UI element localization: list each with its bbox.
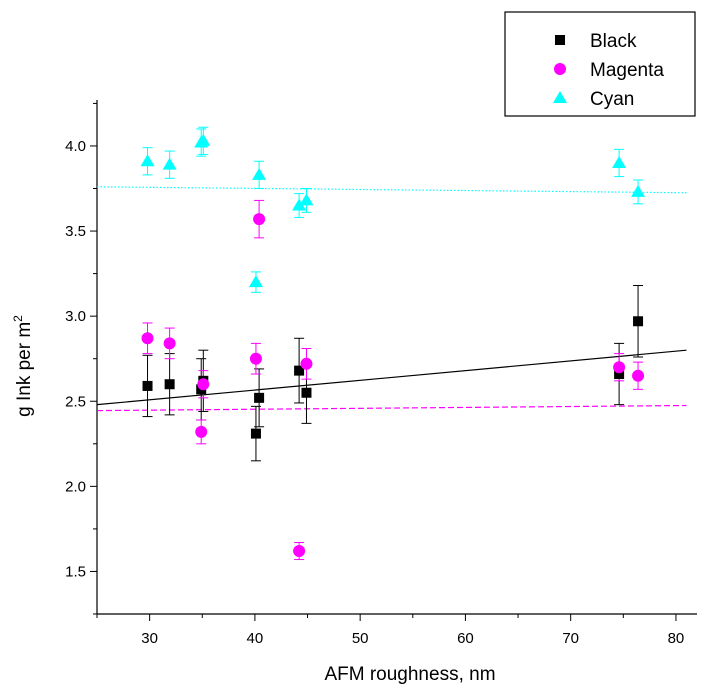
y-axis-label-superscript: 2 xyxy=(11,315,25,322)
data-point-magenta xyxy=(197,378,210,391)
y-tick-label: 3.0 xyxy=(65,308,86,325)
fit-line-cyan xyxy=(96,186,687,194)
data-point-magenta xyxy=(300,357,313,370)
data-point-cyan xyxy=(631,184,646,197)
legend-label-magenta: Magenta xyxy=(590,60,664,81)
y-tick-label: 2.0 xyxy=(65,478,86,495)
legend-label-cyan: Cyan xyxy=(590,89,634,110)
data-point-black xyxy=(301,387,312,398)
axes xyxy=(96,100,697,615)
data-point-black xyxy=(294,365,305,376)
y-tick-label: 3.5 xyxy=(65,223,86,240)
data-point-cyan xyxy=(612,155,627,168)
y-tick-label: 4.0 xyxy=(65,138,86,155)
data-point-black xyxy=(633,316,644,327)
data-points xyxy=(140,133,646,558)
y-tick-label: 1.5 xyxy=(65,563,86,580)
data-point-magenta xyxy=(249,352,262,365)
x-tick-label: 50 xyxy=(352,630,369,647)
data-point-cyan xyxy=(140,154,155,167)
x-tick-label: 60 xyxy=(457,630,474,647)
data-point-magenta xyxy=(163,337,176,350)
data-point-cyan xyxy=(196,133,211,146)
data-point-magenta xyxy=(253,213,266,226)
data-point-cyan xyxy=(248,275,263,288)
y-tick-label: 2.5 xyxy=(65,393,86,410)
data-point-black xyxy=(614,369,625,380)
y-ticks: 1.5 2.0 2.5 3.0 3.5 4.0 xyxy=(65,102,97,615)
data-point-magenta xyxy=(293,545,306,558)
legend-marker-magenta xyxy=(554,63,566,75)
data-point-cyan xyxy=(162,157,177,170)
data-point-black xyxy=(250,428,261,439)
x-axis-label: AFM roughness, nm xyxy=(324,664,495,685)
fit-line-magenta xyxy=(96,404,687,412)
fit-lines xyxy=(96,186,687,412)
x-tick-label: 40 xyxy=(247,630,264,647)
x-tick-label: 80 xyxy=(668,630,685,647)
fit-line-black xyxy=(96,349,687,406)
data-point-magenta xyxy=(195,425,208,438)
legend-box xyxy=(504,11,696,117)
data-point-black xyxy=(142,380,153,391)
data-point-cyan xyxy=(252,167,267,180)
legend-marker-cyan xyxy=(553,91,567,103)
data-point-magenta xyxy=(632,369,645,382)
x-tick-label: 30 xyxy=(141,630,158,647)
legend: Black Magenta Cyan xyxy=(504,11,696,117)
error-bars xyxy=(142,126,644,561)
legend-label-black: Black xyxy=(590,31,637,52)
data-point-cyan xyxy=(292,198,307,211)
legend-marker-black xyxy=(555,35,565,45)
x-tick-label: 70 xyxy=(562,630,579,647)
y-axis-label: g Ink per m2 xyxy=(11,315,35,417)
data-point-black xyxy=(254,392,265,403)
x-ticks: 30 40 50 60 70 80 xyxy=(96,614,685,647)
y-axis-label-text: g Ink per m xyxy=(14,322,35,417)
data-point-magenta xyxy=(613,361,626,374)
data-point-magenta xyxy=(141,332,154,345)
data-point-black xyxy=(164,379,175,390)
data-point-cyan xyxy=(299,193,314,206)
